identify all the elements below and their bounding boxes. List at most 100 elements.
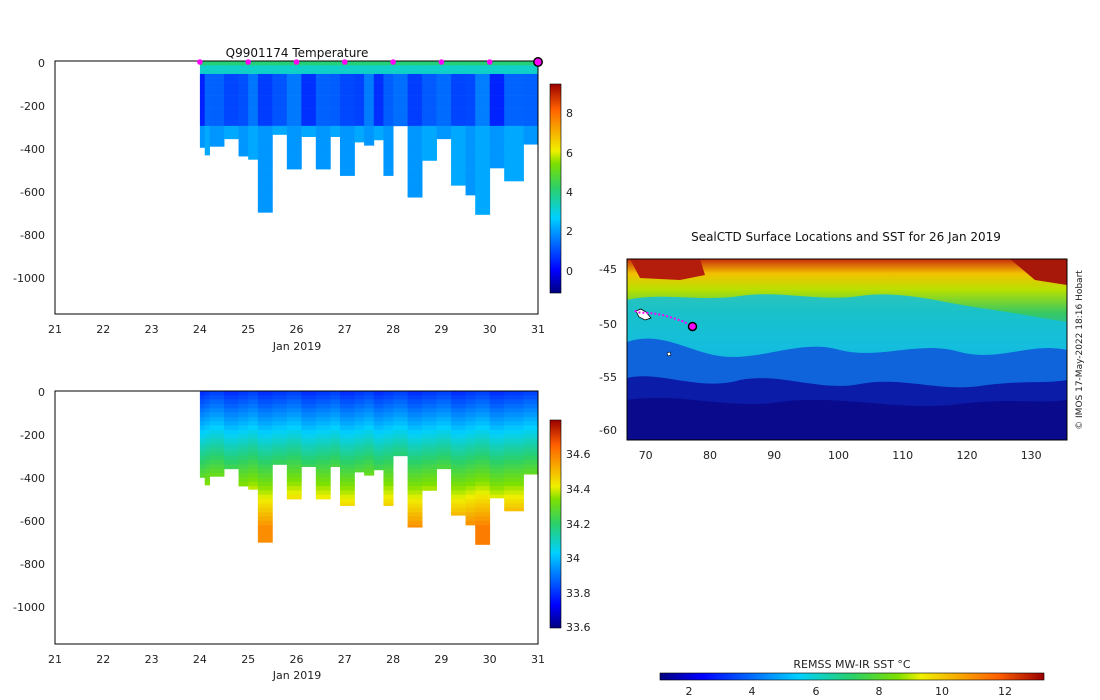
sst-lon-tick: 130 [1021,449,1042,462]
salinity-cell [373,403,384,409]
temperature-cell [301,112,317,118]
salinity-cell [465,416,476,422]
salinity-cell [475,481,491,487]
salinity-cell [436,416,452,422]
temperature-cell [383,78,394,83]
temperature-cell [465,108,476,114]
salinity-cell [475,520,491,526]
temperature-cell [238,147,249,153]
salinity-cell [248,421,259,426]
temperature-cell [272,121,288,127]
salinity-cell [407,507,423,513]
salinity-cell [475,447,491,452]
salinity-cell [364,412,375,418]
temperature-cell [465,104,476,109]
temperature-cell [451,91,466,96]
temperature-cell [465,78,476,83]
temperature-cell [272,117,288,122]
salinity-cell [407,516,423,522]
temperature-x-ticks: 21 22 23 24 25 26 27 28 29 30 31 [48,323,545,336]
salinity-cell [272,438,288,444]
sst-warm-patch-east [1010,259,1067,285]
salinity-cell [504,477,524,483]
temperature-cell [465,69,476,75]
temperature-cell [364,91,375,96]
salinity-cell [301,416,317,422]
temperature-cell [286,125,302,131]
salinity-cell [301,425,317,431]
temperature-x-tick: 31 [531,323,545,336]
salinity-cell [257,464,273,470]
temperature-cell [286,65,302,70]
salinity-cell [209,442,225,448]
salinity-cell [465,403,476,409]
salinity-cell [286,468,302,474]
temperature-cell [272,61,288,66]
salinity-cell [354,421,365,426]
temperature-cell [504,160,524,166]
temperature-cell [475,82,491,88]
salinity-cell [330,425,341,431]
temperature-cell [523,134,539,140]
temperature-cell [383,125,394,131]
salinity-cell [364,391,375,396]
salinity-cell [354,416,365,422]
salinity-cell [199,442,206,448]
salinity-cell [257,421,273,426]
salinity-cell [354,391,365,396]
temperature-cell [286,91,302,96]
temperature-cell [330,73,341,79]
temperature-cell [209,78,225,83]
salinity-cell [248,438,259,444]
temperature-cell [354,73,365,79]
sst-y-ticks: -45 -50 -55 -60 [599,263,617,437]
temperature-cell [364,121,375,127]
temperature-cell [504,177,524,182]
temperature-cell [257,91,273,96]
salinity-cell [286,434,302,439]
temperature-cell [436,91,452,96]
salinity-cell [364,447,375,452]
temperature-cell [238,138,249,144]
temperature-cell [199,86,206,92]
temperature-cell [373,86,384,92]
salinity-cell [315,408,331,413]
salinity-cell [354,408,365,413]
temperature-cell [373,134,384,140]
salinity-cell [257,408,273,413]
temperature-cell [465,164,476,170]
temperature-cell [407,151,423,157]
salinity-cell [248,468,259,474]
salinity-cell [523,442,539,448]
temperature-cell [354,95,365,101]
salinity-cell [238,412,249,418]
salinity-cell [238,429,249,435]
salinity-cell [475,477,491,483]
temperature-cell [383,99,394,105]
temperature-cell [407,147,423,153]
temperature-cell [393,65,408,70]
salinity-cell [383,395,394,400]
salinity-column [393,391,408,457]
salinity-cell [248,442,259,448]
temperature-cell [339,121,355,127]
salinity-cell [209,403,225,409]
salinity-cell [354,425,365,431]
salinity-cell [354,399,365,405]
temperature-cell [465,134,476,140]
temperature-column [204,61,210,156]
salinity-cell [272,412,288,418]
temperature-cell [209,117,225,122]
salinity-cell [209,438,225,444]
temperature-cell [248,86,259,92]
temperature-cell [339,164,355,170]
temperature-cell [465,121,476,127]
temperature-column [339,61,355,176]
salinity-cell [339,464,355,470]
salinity-cell [257,399,273,405]
temperature-cell [209,86,225,92]
salinity-cell [383,434,394,439]
salinity-cell [422,486,437,491]
temperature-cell [248,130,259,135]
temperature-cell [393,86,408,92]
